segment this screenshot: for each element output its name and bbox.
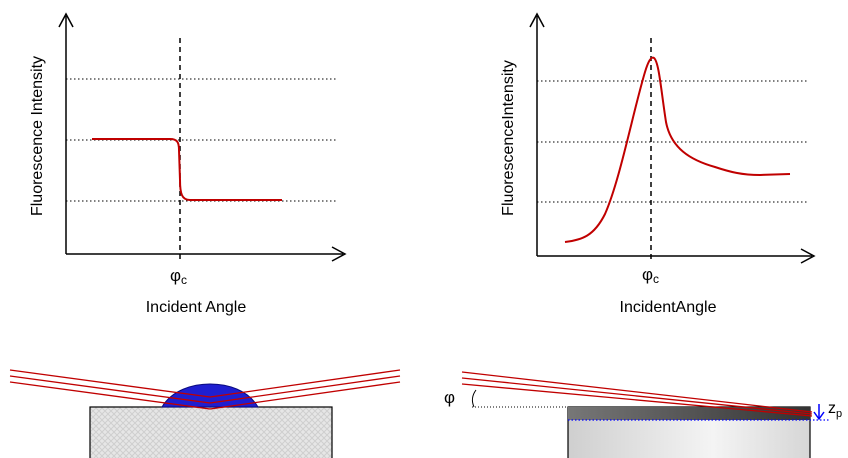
left-x-axis-label: Incident Angle xyxy=(146,299,247,316)
right-y-axis-arrowhead xyxy=(529,12,545,28)
left-y-axis-label: Fluorescence Intensity xyxy=(29,56,46,216)
right-slab-top-layer xyxy=(568,407,810,420)
right-x-axis-label: IncidentAngle xyxy=(620,299,717,316)
bottom-left-diagram xyxy=(9,369,401,458)
depth-symbol: z xyxy=(828,400,836,417)
right-y-axis-label: FluorescenceIntensity xyxy=(500,60,517,216)
left-x-axis-arrowhead xyxy=(331,246,347,262)
right-incident-beam xyxy=(461,371,813,417)
angle-label: φ xyxy=(444,388,455,407)
depth-label: zp xyxy=(828,400,842,420)
droplet xyxy=(161,383,259,408)
right-plot: FluorescenceIntensity φc IncidentAngle xyxy=(500,12,816,316)
left-plot: Fluorescence Intensity φc Incident Angle xyxy=(29,12,347,316)
left-y-axis-arrowhead xyxy=(58,12,74,28)
left-reflected-beam xyxy=(209,369,401,410)
depth-subscript: p xyxy=(836,408,842,420)
right-x-axis-arrowhead xyxy=(800,248,816,264)
right-fluorescence-curve xyxy=(564,56,791,243)
depth-arrowhead xyxy=(813,411,825,421)
left-phi-symbol: φ xyxy=(170,266,181,285)
left-phi-subscript: c xyxy=(181,273,187,287)
left-substrate-block xyxy=(89,406,333,458)
left-fluorescence-curve xyxy=(92,138,282,201)
right-phi-symbol: φ xyxy=(642,265,653,284)
left-incident-beam xyxy=(9,369,211,410)
right-critical-angle-label: φc xyxy=(642,265,659,286)
left-critical-angle-label: φc xyxy=(170,266,187,287)
angle-arc xyxy=(471,389,477,408)
bottom-right-diagram: φ zp xyxy=(444,371,842,458)
right-phi-subscript: c xyxy=(653,272,659,286)
